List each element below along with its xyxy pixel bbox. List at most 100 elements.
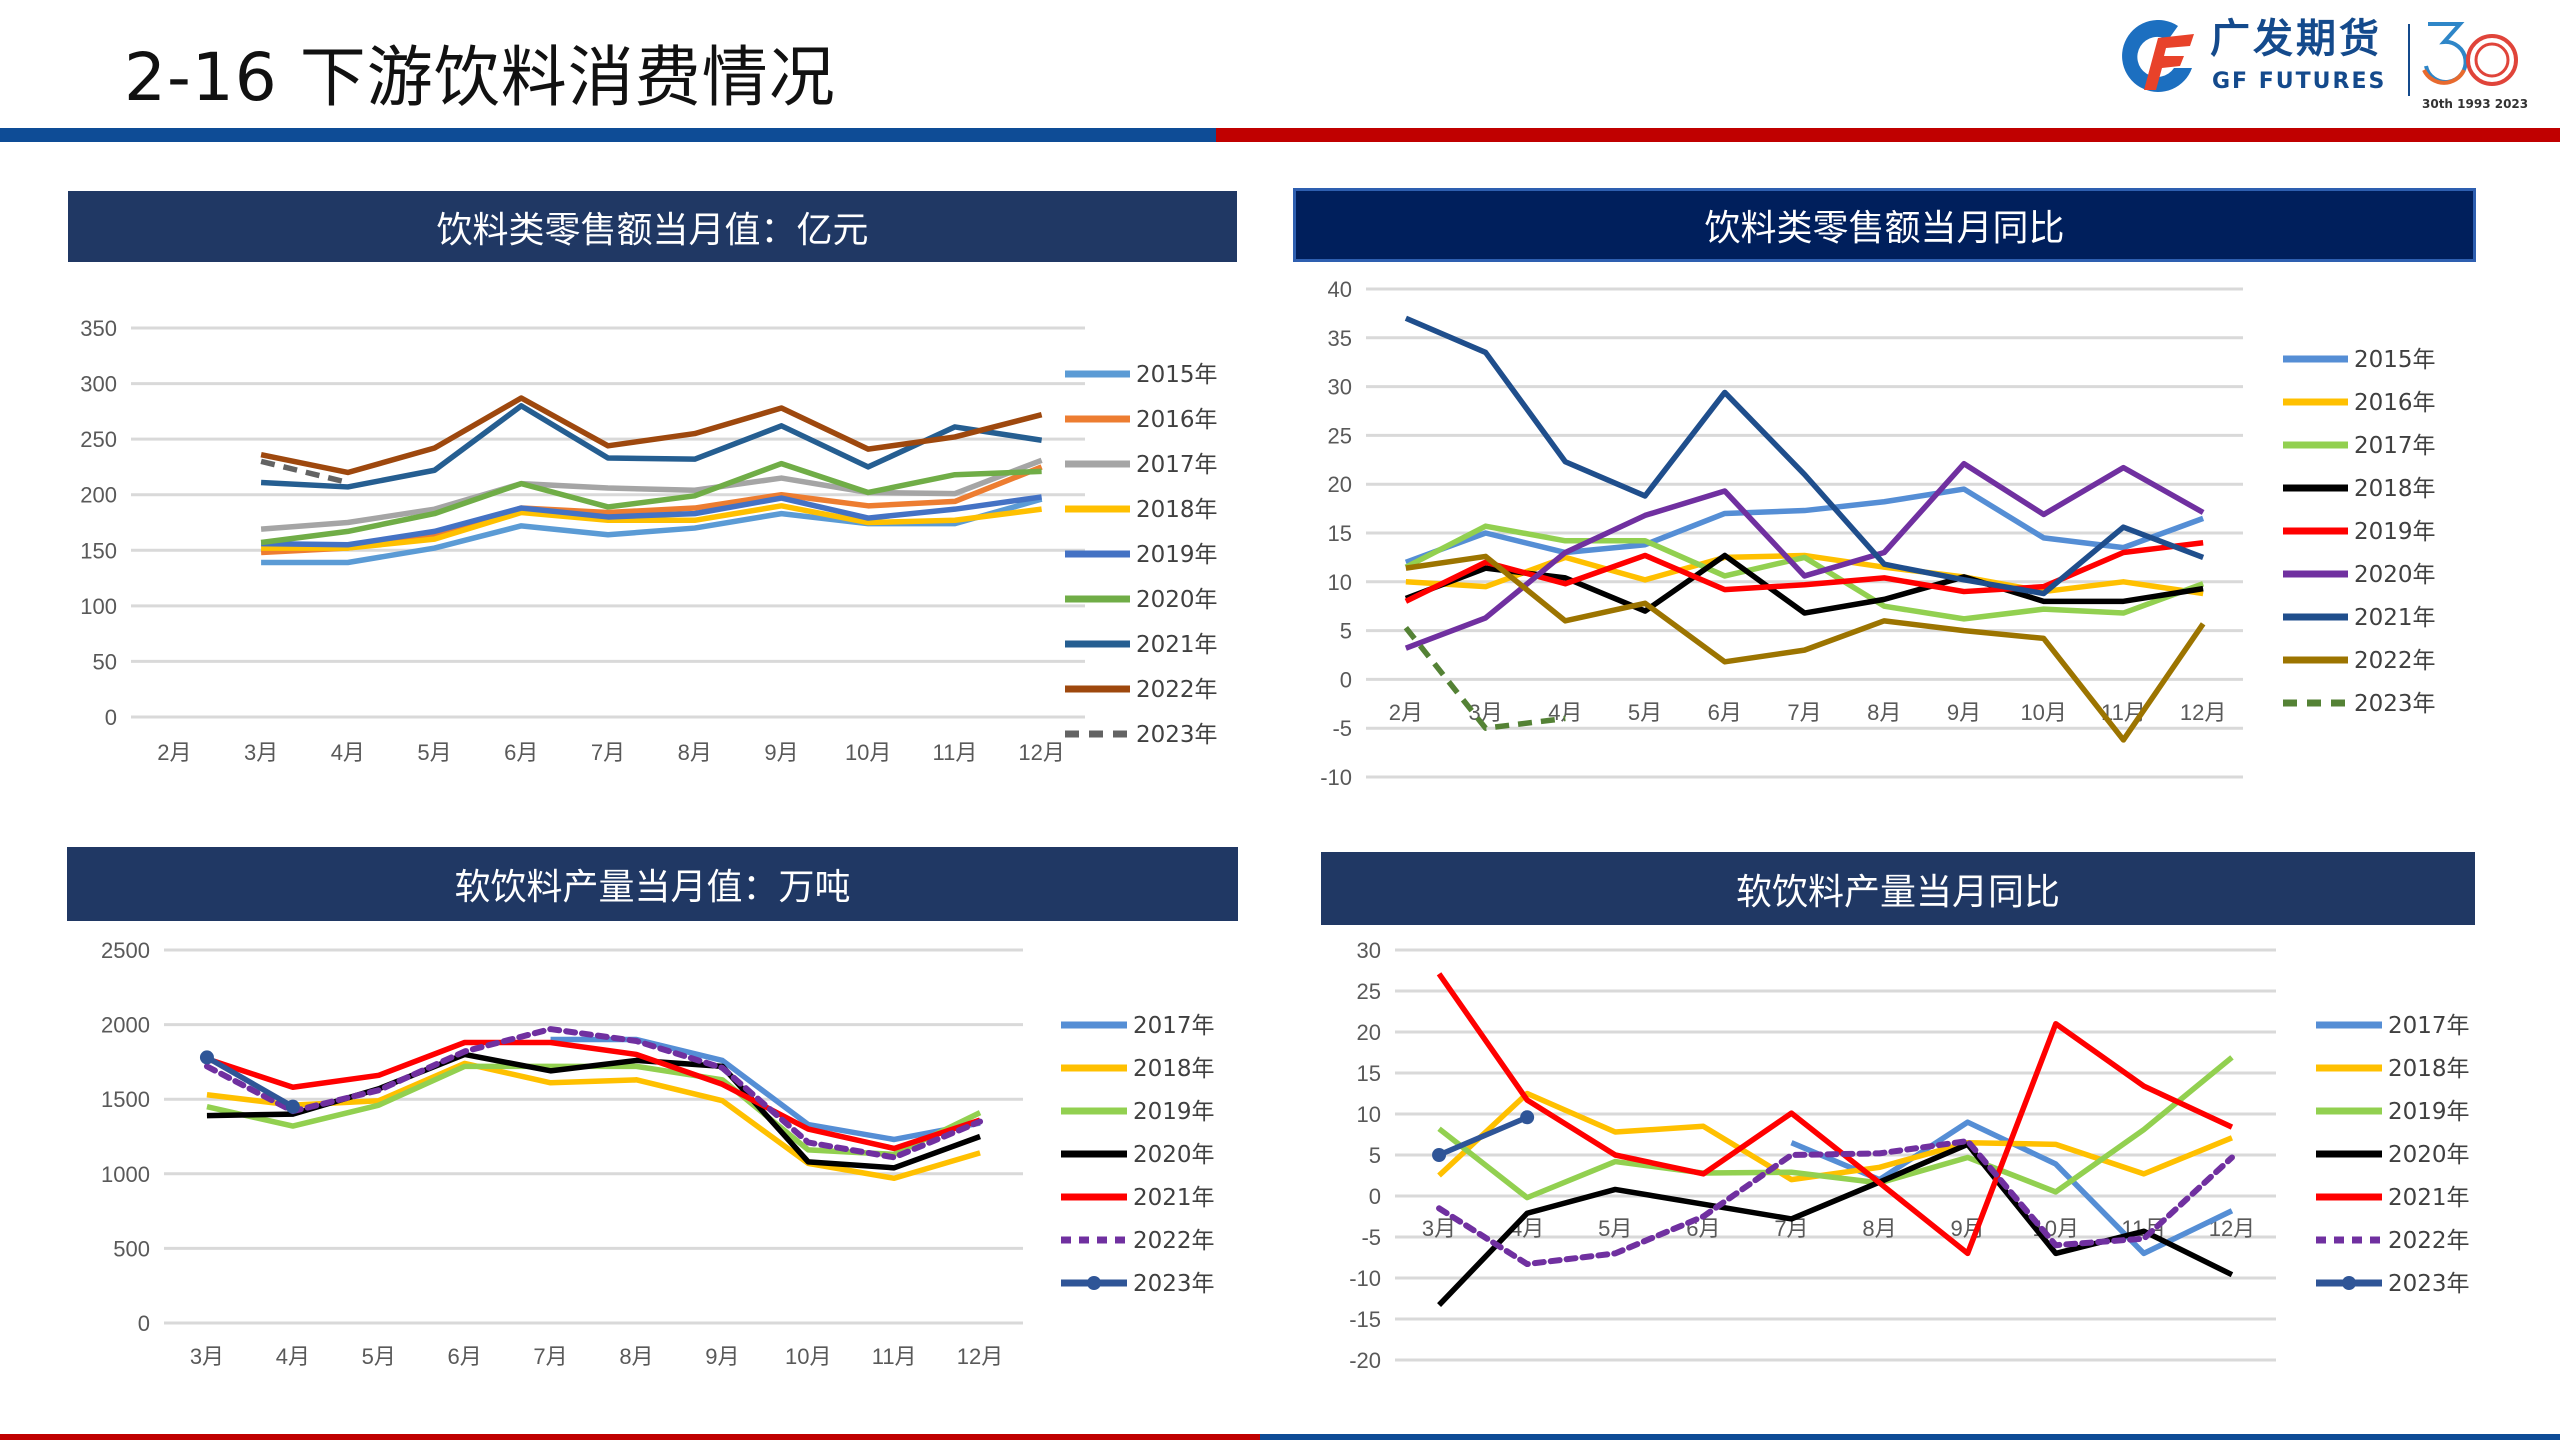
logo-text-cn: 广发期货 — [2210, 16, 2382, 62]
legend-label: 2017年 — [2354, 433, 2436, 459]
y-tick-label: 1500 — [101, 1087, 150, 1112]
x-tick-label: 4月 — [276, 1344, 310, 1369]
chart-title-soft-drink-output-yoy: 软饮料产量当月同比 — [1321, 852, 2475, 925]
x-tick-label: 12月 — [2180, 700, 2226, 725]
series-line-2020年 — [260, 460, 1042, 546]
page-title: 2-16 下游饮料消费情况 — [124, 39, 836, 116]
y-tick-label: 0 — [138, 1311, 150, 1336]
x-tick-label: 3月 — [190, 1344, 224, 1369]
header-divider-blue — [0, 128, 1216, 142]
y-tick-label: 40 — [1328, 277, 1352, 302]
series-line-2023年 — [1437, 1114, 1529, 1158]
legend-label: 2019年 — [1133, 1099, 1215, 1125]
y-tick-label: 25 — [1357, 979, 1381, 1004]
legend-label: 2021年 — [1136, 632, 1218, 658]
chart-0: 0 50 100 150 200 250 300 350 2月 3月 4月 5月 6月 7月 8月 9月 10月… — [80, 316, 1217, 765]
x-tick-label: 11月 — [932, 740, 977, 765]
series-line-2019年 — [261, 494, 1043, 548]
series-line-2017年 — [550, 1036, 981, 1143]
legend-label: 2019年 — [1136, 542, 1218, 568]
y-tick-label: 35 — [1328, 326, 1352, 351]
y-tick-label: 300 — [80, 372, 117, 397]
legend-label: 2019年 — [2388, 1099, 2470, 1125]
x-tick-label: 9月 — [1947, 700, 1981, 725]
x-tick-label: 9月 — [764, 740, 798, 765]
legend-label: 2020年 — [1133, 1142, 1215, 1168]
data-point — [285, 1099, 300, 1114]
x-tick-label: 5月 — [362, 1344, 396, 1369]
x-tick-label: 2月 — [157, 740, 191, 765]
y-tick-label: 1000 — [101, 1162, 150, 1187]
y-tick-label: -10 — [1349, 1266, 1381, 1291]
legend-label: 2021年 — [2388, 1185, 2470, 1211]
y-tick-label: -10 — [1320, 765, 1352, 790]
legend-label: 2018年 — [1136, 497, 1218, 523]
legend-label: 2018年 — [2388, 1056, 2470, 1082]
y-tick-label: 10 — [1328, 570, 1352, 595]
x-tick-label: 10月 — [785, 1344, 831, 1369]
x-tick-label: 2月 — [1389, 700, 1423, 725]
footer-divider-blue — [1260, 1434, 2560, 1440]
y-tick-label: 2500 — [101, 938, 150, 963]
anniversary-text: 30th 1993 2023 — [2422, 97, 2528, 111]
logo-separator — [2408, 24, 2410, 96]
data-point — [199, 1050, 214, 1065]
legend-label: 2022年 — [1136, 677, 1218, 703]
x-tick-label: 3月 — [244, 740, 278, 765]
legend-label: 2020年 — [2388, 1142, 2470, 1168]
x-tick-label: 7月 — [1787, 700, 1821, 725]
series-line-2018年 — [261, 503, 1042, 551]
y-tick-label: -15 — [1349, 1307, 1381, 1332]
chart-title-soft-drink-output: 软饮料产量当月值：万吨 — [67, 847, 1238, 921]
y-tick-label: 150 — [80, 538, 117, 563]
y-tick-label: 15 — [1328, 521, 1352, 546]
chart-2: 0 500 1000 1500 2000 2500 3月 4月 5月 6月 7月 8月 9月 10月 11月… — [101, 938, 1215, 1369]
series-line-2022年 — [1436, 1138, 2235, 1268]
legend-label: 2015年 — [1136, 362, 1218, 388]
series-line-2023年 — [205, 1055, 295, 1110]
y-tick-label: -5 — [1361, 1225, 1381, 1250]
legend-label: 2022年 — [2388, 1228, 2470, 1254]
x-tick-label: 9月 — [705, 1344, 739, 1369]
y-tick-label: 0 — [1369, 1184, 1381, 1209]
y-tick-label: -5 — [1332, 716, 1352, 741]
x-tick-label: 8月 — [1867, 700, 1901, 725]
x-tick-label: 10月 — [845, 740, 891, 765]
legend-marker — [1087, 1276, 1101, 1290]
x-tick-label: 8月 — [619, 1344, 653, 1369]
legend-label: 2023年 — [1133, 1271, 1215, 1297]
series-line-2020年 — [206, 1051, 981, 1171]
x-tick-label: 12月 — [1018, 740, 1064, 765]
footer-divider-red — [0, 1434, 1260, 1440]
x-tick-label: 8月 — [1862, 1216, 1896, 1241]
legend-label: 2017年 — [1133, 1013, 1215, 1039]
y-tick-label: 0 — [1340, 667, 1352, 692]
x-tick-label: 6月 — [448, 1344, 482, 1369]
legend-label: 2019年 — [2354, 519, 2436, 545]
legend-label: 2016年 — [1136, 407, 1218, 433]
y-tick-label: 30 — [1328, 375, 1352, 400]
series-line-2015年 — [1404, 486, 2205, 565]
y-tick-label: 50 — [93, 649, 117, 674]
x-tick-label: 6月 — [504, 740, 538, 765]
x-tick-label: 3月 — [1422, 1216, 1456, 1241]
x-tick-label: 12月 — [957, 1344, 1003, 1369]
legend-label: 2018年 — [2354, 476, 2436, 502]
y-tick-label: 20 — [1357, 1020, 1381, 1045]
y-tick-label: 200 — [80, 483, 117, 508]
legend-label: 2016年 — [2354, 390, 2436, 416]
y-tick-label: 5 — [1369, 1143, 1381, 1168]
y-tick-label: 350 — [80, 316, 117, 341]
logo-text-en: GF FUTURES — [2212, 69, 2387, 94]
x-tick-label: 5月 — [1598, 1216, 1632, 1241]
x-tick-label: 8月 — [678, 740, 712, 765]
y-tick-label: 10 — [1357, 1102, 1381, 1127]
y-tick-label: 5 — [1340, 619, 1352, 644]
y-tick-label: 0 — [105, 705, 117, 730]
y-tick-label: 25 — [1328, 423, 1352, 448]
x-tick-label: 5月 — [417, 740, 451, 765]
y-tick-label: 20 — [1328, 472, 1352, 497]
